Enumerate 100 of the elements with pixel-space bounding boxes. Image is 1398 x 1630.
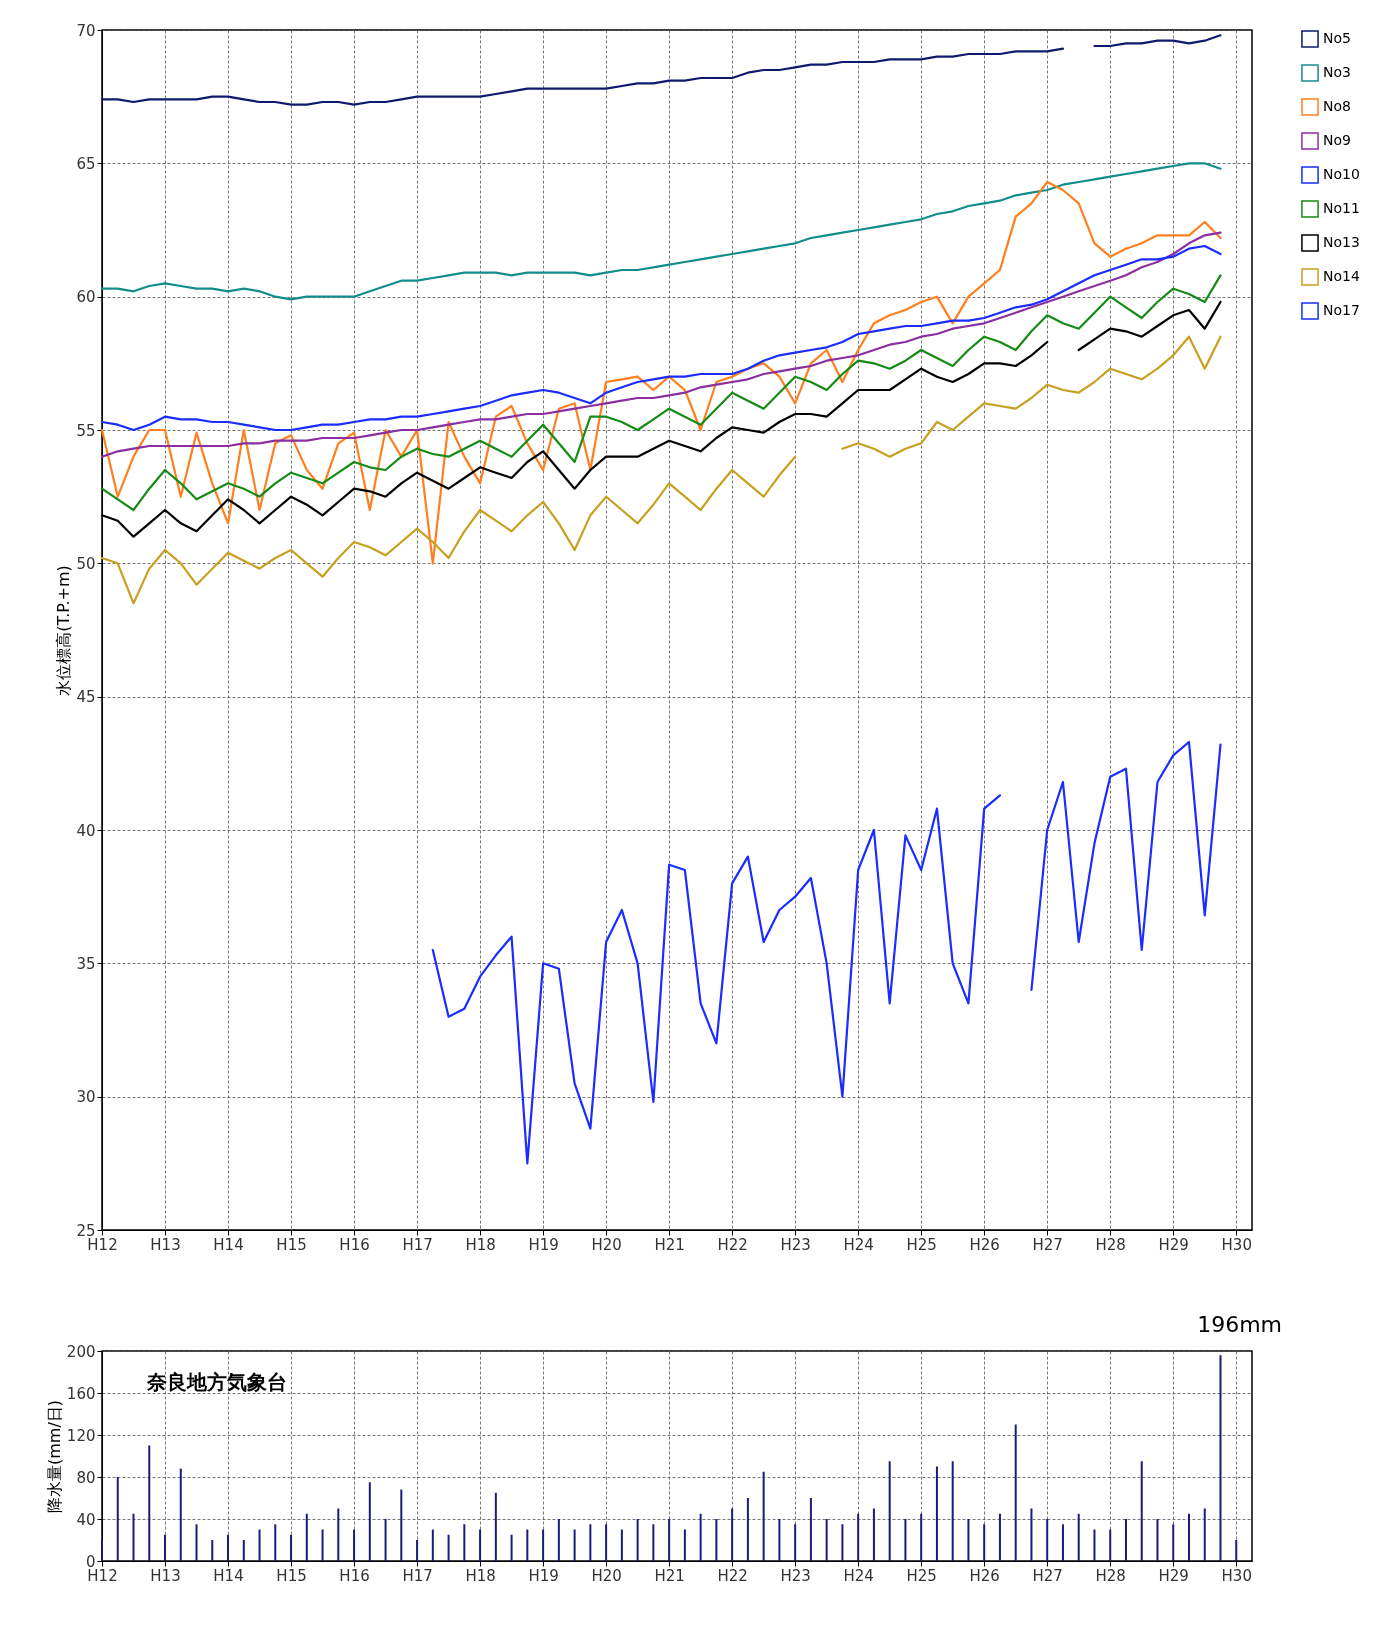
bar [731,1508,734,1561]
y-tick-label: 80 [76,1468,96,1487]
bar [1140,1461,1143,1561]
x-tick-label: H25 [906,1566,937,1585]
x-tick-label: H25 [906,1235,937,1254]
x-tick-label: H28 [1095,1566,1126,1585]
bar [1030,1508,1033,1561]
bar [242,1540,245,1561]
x-tick-label: H16 [339,1566,370,1585]
bar [1219,1355,1222,1561]
x-tick-label: H20 [591,1566,622,1585]
x-tick-label: H23 [780,1235,811,1254]
x-tick-label: H30 [1221,1235,1252,1254]
line-series [100,274,1222,512]
bar [1061,1524,1064,1561]
bar [1077,1513,1080,1561]
x-tick-label: H15 [276,1566,307,1585]
x-tick-label: H26 [969,1235,1000,1254]
x-tick-label: H13 [150,1235,181,1254]
bar [1124,1519,1127,1561]
bar [148,1445,151,1561]
x-tick-label: H30 [1221,1566,1252,1585]
x-tick-label: H22 [717,1566,748,1585]
bar [1235,1540,1238,1561]
bar [778,1519,781,1561]
bar [116,1477,119,1561]
bar [431,1529,434,1561]
x-tick-label: H22 [717,1235,748,1254]
bar [573,1529,576,1561]
bar [951,1461,954,1561]
bar [699,1513,702,1561]
bar [715,1519,718,1561]
x-tick-label: H17 [402,1235,433,1254]
bar [179,1468,182,1561]
bar [809,1498,812,1561]
bar [920,1513,923,1561]
bar [305,1513,308,1561]
x-tick-label: H27 [1032,1235,1063,1254]
y-tick-label: 35 [76,954,96,973]
bar [1187,1513,1190,1561]
bar [368,1482,371,1561]
legend-label: No14 [1323,268,1360,284]
legend-label: No8 [1323,98,1351,114]
bar [337,1508,340,1561]
bar [290,1534,293,1561]
y-axis-title: 降水量(mm/日) [44,1399,64,1514]
x-tick-label: H29 [1158,1566,1189,1585]
bar [683,1529,686,1561]
x-tick-label: H18 [465,1566,496,1585]
x-tick-label: H20 [591,1235,622,1254]
y-tick-label: 70 [76,21,96,40]
bar [888,1461,891,1561]
legend-label: No3 [1323,64,1351,80]
x-tick-label: H14 [213,1566,244,1585]
y-tick-label: 120 [66,1426,96,1445]
bar [526,1529,529,1561]
bar [510,1534,513,1561]
y-tick-label: 30 [76,1088,96,1107]
x-tick-label: H23 [780,1566,811,1585]
bar [1156,1519,1159,1561]
x-tick-label: H28 [1095,1235,1126,1254]
bar [211,1540,214,1561]
y-tick-label: 65 [76,154,96,173]
bar [463,1524,466,1561]
bar [794,1524,797,1561]
bar [605,1524,608,1561]
x-tick-label: H29 [1158,1235,1189,1254]
bar [620,1529,623,1561]
x-tick-label: H24 [843,1566,874,1585]
bar [227,1534,230,1561]
bar [447,1534,450,1561]
bar [384,1519,387,1561]
bar [935,1466,938,1561]
bar [195,1524,198,1561]
bar [132,1513,135,1561]
y-tick-label: 55 [76,421,96,440]
line-series [100,244,1222,432]
bar [983,1524,986,1561]
x-tick-label: H13 [150,1566,181,1585]
x-tick-label: H18 [465,1235,496,1254]
legend-label: No17 [1323,302,1360,318]
bar [1109,1529,1112,1561]
bar [589,1524,592,1561]
line-series [100,231,1222,458]
x-tick-label: H14 [213,1235,244,1254]
bar [636,1519,639,1561]
x-tick-label: H27 [1032,1566,1063,1585]
bar [1093,1529,1096,1561]
y-tick-label: 60 [76,288,96,307]
bar [164,1534,167,1561]
x-tick-label: H15 [276,1235,307,1254]
legend-label: No9 [1323,132,1351,148]
y-axis-title: 水位標高(T.P.+m) [54,565,74,696]
bar [825,1519,828,1561]
bar [1014,1424,1017,1561]
bar [258,1529,261,1561]
x-tick-label: H17 [402,1566,433,1585]
y-tick-label: 200 [66,1342,96,1361]
text: 196mm [1197,1312,1282,1337]
x-tick-label: H16 [339,1235,370,1254]
